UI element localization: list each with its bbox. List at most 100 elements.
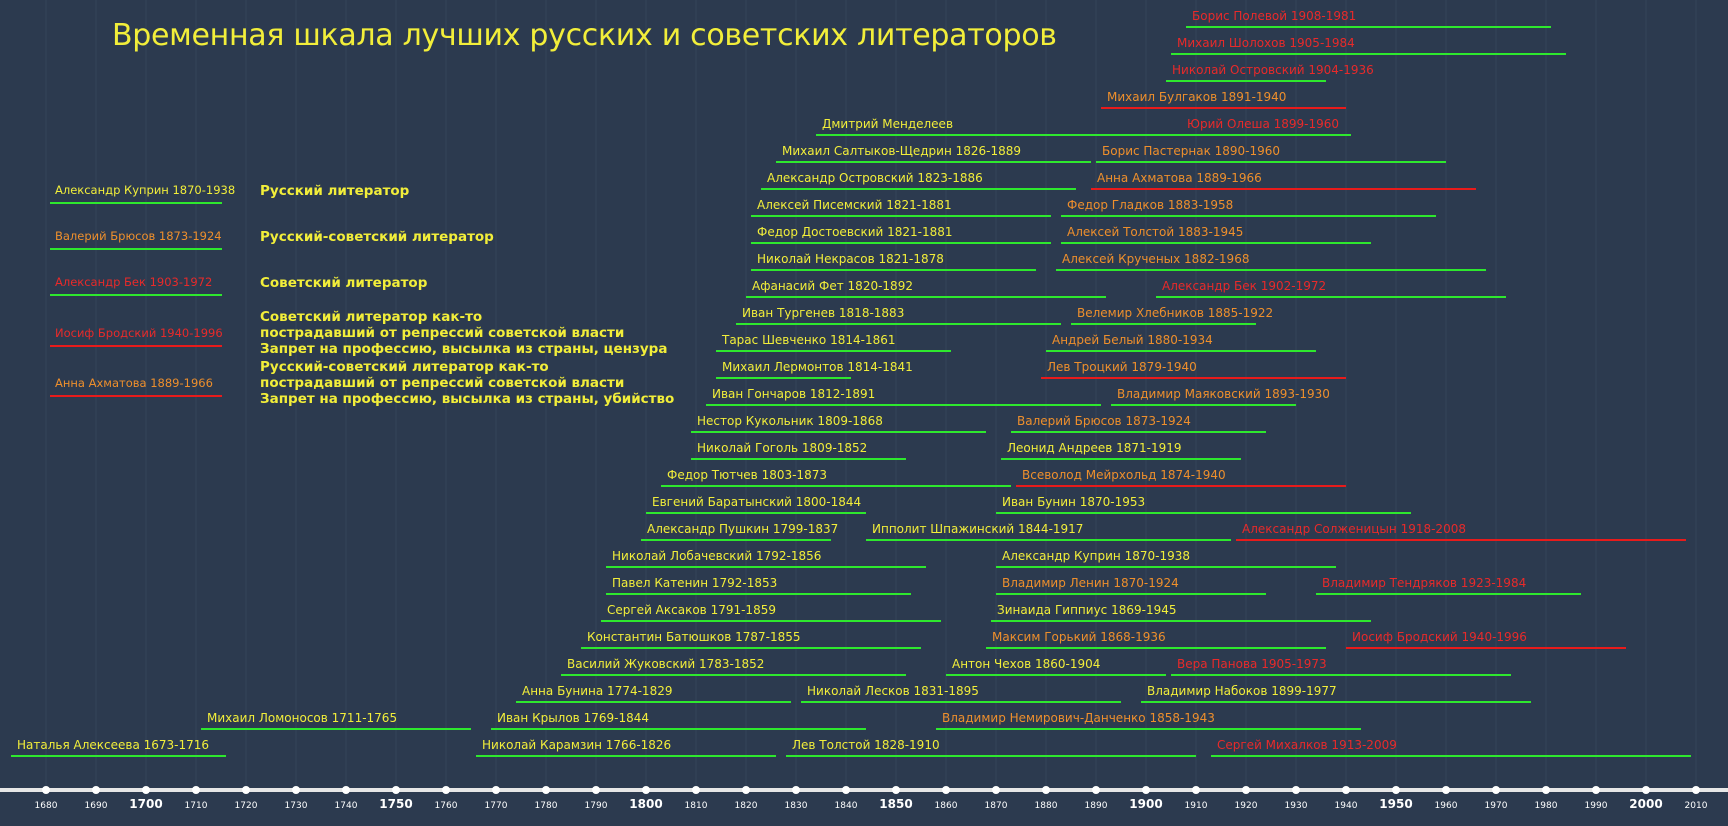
timeline-label: Борис Полевой 1908-1981	[1192, 9, 1356, 23]
axis-tick-dot	[1292, 786, 1300, 794]
timeline-label: Александр Пушкин 1799-1837	[647, 522, 838, 536]
timeline-label: Михаил Лермонтов 1814-1841	[722, 360, 913, 374]
timeline-label: Василий Жуковский 1783-1852	[567, 657, 764, 671]
axis-tick-label: 1730	[285, 801, 308, 811]
grid-lines	[45, 0, 1697, 790]
axis-tick-label: 1750	[379, 797, 412, 811]
timeline-label: Максим Горький 1868-1936	[992, 630, 1166, 644]
axis-tick-label: 1950	[1379, 797, 1412, 811]
axis-tick-dot	[1242, 786, 1250, 794]
axis-tick-label: 1740	[335, 801, 358, 811]
timeline-label: Владимир Немирович-Данченко 1858-1943	[942, 711, 1215, 725]
timeline-label: Владимир Тендряков 1923-1984	[1322, 576, 1526, 590]
legend-description: Советский литератор как-то пострадавший о…	[260, 309, 667, 357]
timeline-label: Андрей Белый 1880-1934	[1052, 333, 1213, 347]
axis-tick-label: 1720	[235, 801, 258, 811]
timeline-label: Владимир Ленин 1870-1924	[1002, 576, 1179, 590]
timeline-label: Иван Тургенев 1818-1883	[742, 306, 904, 320]
legend-description: Русский-советский литератор	[260, 229, 494, 245]
timeline-label: Ипполит Шпажинский 1844-1917	[872, 522, 1083, 536]
axis-tick-dot	[1442, 786, 1450, 794]
axis-tick-label: 1810	[685, 801, 708, 811]
axis-tick-label: 2000	[1629, 797, 1662, 811]
timeline-label: Николай Островский 1904-1936	[1172, 63, 1374, 77]
legend-description: Советский литератор	[260, 275, 427, 291]
axis-tick-dot	[142, 786, 150, 794]
timeline-label: Вера Панова 1905-1973	[1177, 657, 1327, 671]
axis-tick-dot	[692, 786, 700, 794]
timeline-label: Валерий Брюсов 1873-1924	[1017, 414, 1191, 428]
timeline-label: Иван Крылов 1769-1844	[497, 711, 649, 725]
timeline-label: Анна Ахматова 1889-1966	[1097, 171, 1262, 185]
axis-tick-label: 1770	[485, 801, 508, 811]
axis-tick-dot	[1392, 786, 1400, 794]
timeline-label: Федор Гладков 1883-1958	[1067, 198, 1233, 212]
axis-tick-label: 1820	[735, 801, 758, 811]
timeline-label: Сергей Аксаков 1791-1859	[607, 603, 776, 617]
axis-tick-label: 1910	[1185, 801, 1208, 811]
timeline-label: Михаил Шолохов 1905-1984	[1177, 36, 1355, 50]
axis-tick-dot	[92, 786, 100, 794]
timeline-label: Тарас Шевченко 1814-1861	[721, 333, 895, 347]
axis-tick-label: 1870	[985, 801, 1008, 811]
axis-tick-label: 1880	[1035, 801, 1058, 811]
axis-tick-dot	[1042, 786, 1050, 794]
timeline-label: Павел Катенин 1792-1853	[612, 576, 777, 590]
timeline-label: Николай Лобачевский 1792-1856	[612, 549, 821, 563]
timeline-label: Александр Солженицын 1918-2008	[1242, 522, 1466, 536]
timeline-label: Николай Некрасов 1821-1878	[757, 252, 944, 266]
timeline-label: Иван Бунин 1870-1953	[1002, 495, 1145, 509]
axis-tick-label: 1980	[1535, 801, 1558, 811]
axis-tick-dot	[992, 786, 1000, 794]
chart-title: Временная шкала лучших русских и советск…	[112, 18, 1057, 53]
axis-tick-dot	[1092, 786, 1100, 794]
axis-tick-label: 1930	[1285, 801, 1308, 811]
timeline-label: Владимир Набоков 1899-1977	[1147, 684, 1337, 698]
timeline-label: Иван Гончаров 1812-1891	[712, 387, 875, 401]
axis-tick-label: 1920	[1235, 801, 1258, 811]
timeline-label: Лев Троцкий 1879-1940	[1047, 360, 1197, 374]
axis-tick-dot	[642, 786, 650, 794]
timeline-label: Дмитрий Менделеев	[822, 117, 953, 131]
legend-sample-label: Александр Куприн 1870-1938	[55, 183, 235, 197]
axis-tick-dot	[242, 786, 250, 794]
timeline-label: Николай Карамзин 1766-1826	[482, 738, 671, 752]
legend-description-line: Русский-советский литератор	[260, 229, 494, 245]
legend-description-line: Советский литератор как-то	[260, 309, 483, 325]
axis-tick-dot	[1342, 786, 1350, 794]
axis-tick-dot	[1142, 786, 1150, 794]
timeline-label: Велемир Хлебников 1885-1922	[1077, 306, 1273, 320]
axis-tick-label: 1840	[835, 801, 858, 811]
timeline-label: Евгений Баратынский 1800-1844	[652, 495, 861, 509]
legend-description-line: Запрет на профессию, высылка из страны, …	[260, 391, 675, 407]
axis-tick-label: 1960	[1435, 801, 1458, 811]
axis-tick-label: 1680	[35, 801, 58, 811]
timeline-label: Михаил Булгаков 1891-1940	[1107, 90, 1286, 104]
timeline-label: Наталья Алексеева 1673-1716	[17, 738, 209, 752]
legend-description-line: Запрет на профессию, высылка из страны, …	[260, 341, 668, 357]
axis-tick-dot	[842, 786, 850, 794]
legend-sample-label: Валерий Брюсов 1873-1924	[55, 229, 222, 243]
timeline-label: Сергей Михалков 1913-2009	[1217, 738, 1397, 752]
legend-description-line: Русский-советский литератор как-то	[260, 359, 549, 375]
timeline-label: Алексей Крученых 1882-1968	[1062, 252, 1249, 266]
axis-tick-dot	[892, 786, 900, 794]
axis-tick-label: 1700	[129, 797, 162, 811]
legend-description: Русский литератор	[260, 183, 409, 199]
year-axis: 1680 1690 1700 1710 1720 1730 1740 1750 1760 1770…	[0, 786, 1728, 811]
timeline-label: Борис Пастернак 1890-1960	[1102, 144, 1280, 158]
axis-tick-dot	[1592, 786, 1600, 794]
legend-sample-label: Александр Бек 1903-1972	[55, 275, 212, 289]
axis-tick-dot	[192, 786, 200, 794]
timeline-label: Всеволод Мейрхольд 1874-1940	[1022, 468, 1226, 482]
axis-tick-dot	[1192, 786, 1200, 794]
axis-tick-label: 1780	[535, 801, 558, 811]
axis-tick-label: 1850	[879, 797, 912, 811]
axis-tick-label: 1690	[85, 801, 108, 811]
axis-tick-dot	[1492, 786, 1500, 794]
timeline-label: Александр Островский 1823-1886	[767, 171, 983, 185]
timeline-label: Александр Куприн 1870-1938	[1002, 549, 1190, 563]
axis-tick-dot	[742, 786, 750, 794]
timeline-label: Юрий Олеша 1899-1960	[1187, 117, 1339, 131]
